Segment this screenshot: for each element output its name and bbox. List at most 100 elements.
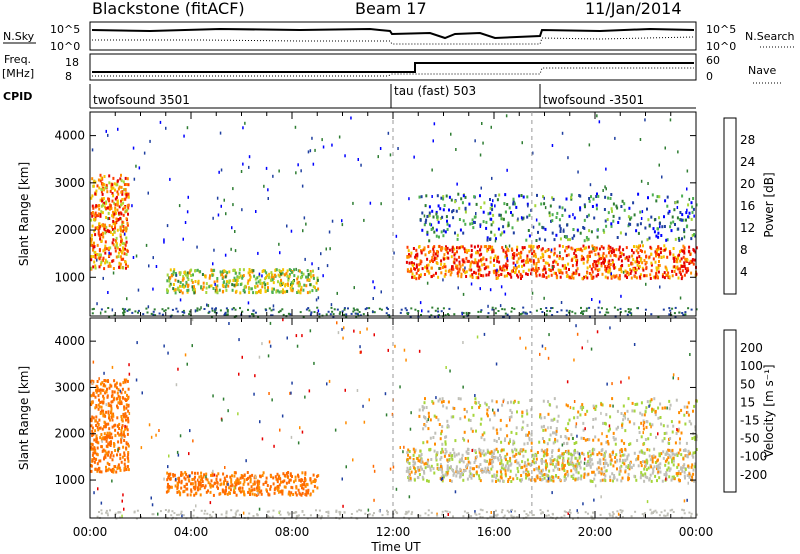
scatter-cell <box>517 251 520 255</box>
scatter-cell <box>681 312 684 314</box>
scatter-cell <box>181 514 183 518</box>
nsky-tick-bottom: 10^0 <box>50 40 80 53</box>
scatter-cell <box>103 248 106 251</box>
scatter-cell <box>163 240 165 244</box>
scatter-cell <box>436 194 439 198</box>
scatter-cell <box>297 275 300 279</box>
scatter-cell <box>527 470 530 474</box>
scatter-cell <box>579 460 582 464</box>
scatter-cell <box>548 333 550 337</box>
scatter-cell <box>679 259 682 263</box>
scatter-cell <box>262 269 265 272</box>
scatter-cell <box>480 245 483 249</box>
scatter-cell <box>249 493 251 496</box>
scatter-cell <box>352 201 354 205</box>
scatter-cell <box>516 273 519 277</box>
scatter-cell <box>414 308 417 311</box>
scatter-cell <box>385 312 388 315</box>
scatter-cell <box>388 315 391 318</box>
scatter-cell <box>194 471 196 475</box>
scatter-cell <box>502 467 505 471</box>
scatter-cell <box>312 274 315 278</box>
scatter-cell <box>647 182 649 185</box>
scatter-cell <box>205 291 208 294</box>
scatter-cell <box>168 276 171 280</box>
scatter-cell <box>98 418 101 422</box>
scatter-cell <box>330 306 333 309</box>
scatter-cell <box>217 486 219 490</box>
scatter-cell <box>679 472 682 476</box>
scatter-cell <box>96 253 99 256</box>
y-tick-label: 1000 <box>54 270 85 284</box>
scatter-cell <box>294 478 297 482</box>
scatter-cell <box>386 308 389 310</box>
scatter-cell <box>276 478 279 482</box>
scatter-cell <box>627 258 630 262</box>
scatter-cell <box>638 265 641 269</box>
scatter-cell <box>264 269 266 273</box>
scatter-cell <box>566 429 569 432</box>
scatter-cell <box>239 490 242 494</box>
scatter-cell <box>518 194 521 198</box>
scatter-cell <box>108 254 111 258</box>
scatter-cell <box>216 485 219 489</box>
scatter-cell <box>520 250 523 254</box>
scatter-cell <box>567 474 569 478</box>
scatter-cell <box>580 254 583 258</box>
scatter-cell <box>429 249 432 253</box>
scatter-cell <box>312 269 314 273</box>
scatter-cell <box>459 417 462 421</box>
scatter-cell <box>597 194 600 198</box>
scatter-cell <box>98 257 101 261</box>
scatter-cell <box>618 268 621 272</box>
scatter-cell <box>115 244 118 248</box>
scatter-cell <box>605 440 608 444</box>
scatter-cell <box>604 275 607 279</box>
scatter-cell <box>490 203 493 207</box>
scatter-cell <box>510 415 513 419</box>
scatter-cell <box>516 245 519 249</box>
scatter-cell <box>512 199 515 203</box>
scatter-cell <box>278 290 281 294</box>
scatter-cell <box>203 308 206 310</box>
scatter-cell <box>255 291 257 295</box>
scatter-cell <box>685 441 688 445</box>
scatter-cell <box>500 273 503 276</box>
scatter-cell <box>686 405 689 409</box>
scatter-cell <box>92 360 95 364</box>
scatter-cell <box>125 414 128 418</box>
scatter-cell <box>687 481 689 485</box>
scatter-cell <box>294 491 297 495</box>
scatter-cell <box>573 216 576 220</box>
scatter-cell <box>422 427 425 431</box>
scatter-cell <box>259 420 261 424</box>
scatter-cell <box>578 455 581 458</box>
scatter-cell <box>111 400 114 404</box>
scatter-cell <box>685 454 688 458</box>
scatter-cell <box>435 212 438 216</box>
scatter-cell <box>459 467 462 471</box>
scatter-cell <box>494 254 497 258</box>
scatter-cell <box>492 220 495 224</box>
scatter-cell <box>116 416 119 420</box>
scatter-cell <box>121 387 124 391</box>
freq-tick-bottom: 8 <box>65 70 72 83</box>
scatter-cell <box>212 287 215 290</box>
scatter-cell <box>218 170 220 174</box>
scatter-cell <box>504 464 507 468</box>
scatter-cell <box>620 380 622 384</box>
scatter-cell <box>479 153 482 157</box>
scatter-cell <box>245 459 247 463</box>
velocity-scatter <box>90 318 698 520</box>
scatter-cell <box>108 174 111 178</box>
scatter-cell <box>302 487 305 491</box>
scatter-cell <box>498 437 500 440</box>
scatter-cell <box>671 458 673 462</box>
scatter-cell <box>665 274 668 277</box>
scatter-cell <box>680 453 683 457</box>
scatter-cell <box>94 451 97 454</box>
scatter-cell <box>567 245 570 249</box>
scatter-cell <box>608 269 611 272</box>
scatter-cell <box>659 285 661 289</box>
